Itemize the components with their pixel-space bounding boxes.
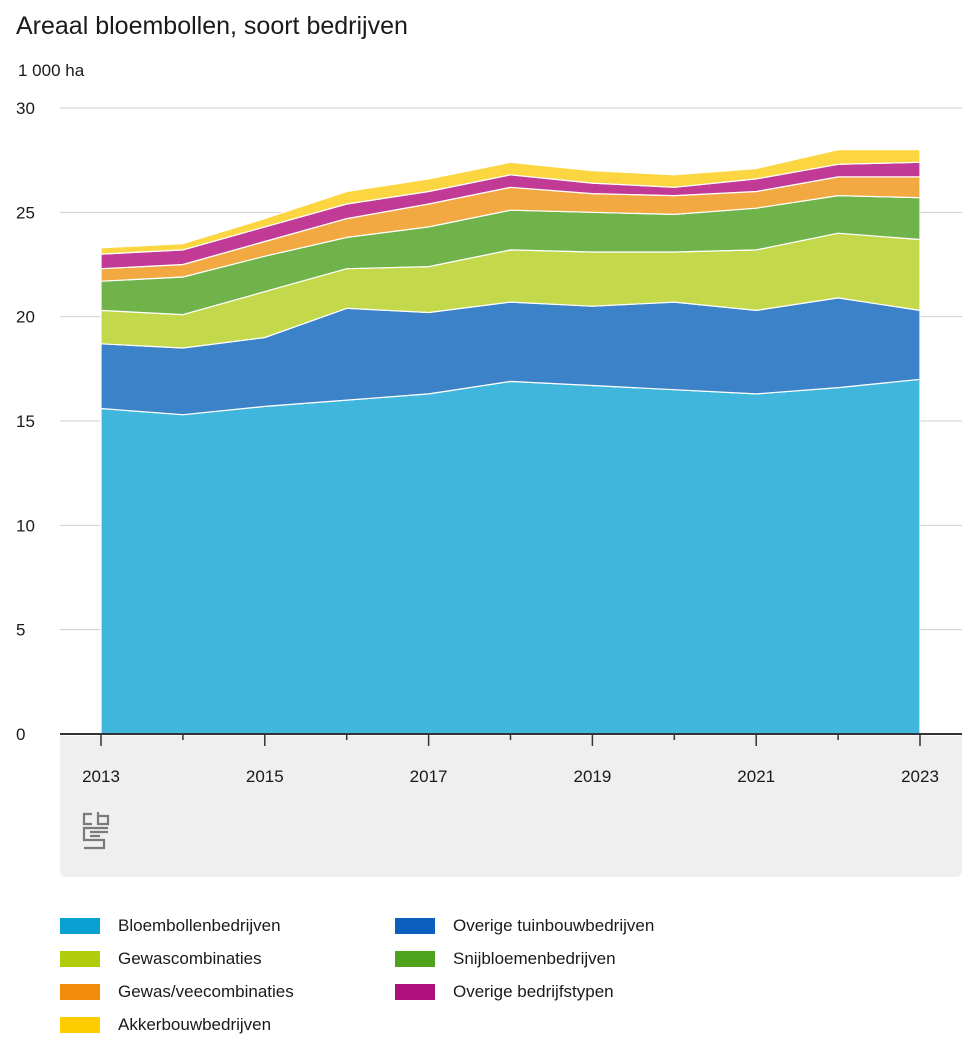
legend-label: Gewas/veecombinaties (118, 982, 294, 1001)
cbs-logo-icon (82, 812, 110, 850)
legend-swatch (60, 984, 100, 1000)
y-tick-label: 25 (16, 203, 35, 222)
y-tick-label: 30 (16, 99, 35, 118)
legend-label: Overige tuinbouwbedrijven (453, 916, 655, 935)
legend-label: Snijbloemenbedrijven (453, 949, 616, 968)
legend-label: Akkerbouwbedrijven (118, 1015, 272, 1034)
x-tick-label: 2015 (246, 767, 284, 786)
y-tick-label: 20 (16, 308, 35, 327)
legend-label: Bloembollenbedrijven (118, 916, 281, 935)
legend-label: Gewascombinaties (118, 949, 262, 968)
area-series-7 (100, 149, 921, 255)
legend-item: Snijbloemenbedrijven (395, 947, 616, 971)
x-axis-panel (60, 736, 962, 877)
x-tick-label: 2013 (82, 767, 120, 786)
x-tick-label: 2021 (737, 767, 775, 786)
legend-label: Overige bedrijfstypen (453, 982, 614, 1001)
x-tick-label: 2019 (573, 767, 611, 786)
stacked-areas (100, 149, 921, 735)
y-tick-label: 5 (16, 621, 25, 640)
chart-title: Areaal bloembollen, soort bedrijven (16, 12, 408, 40)
legend-swatch (60, 918, 100, 934)
area-chart: 0 5 10 15 20 25 30 2013 2015 2017 2019 2021 2023 (16, 99, 962, 877)
area-series-1 (100, 378, 921, 735)
legend-swatch (60, 951, 100, 967)
legend-item: Akkerbouwbedrijven (60, 1013, 271, 1037)
y-tick-label: 0 (16, 725, 25, 744)
legend-item: Gewas/veecombinaties (60, 980, 294, 1004)
x-axis-panel-top (60, 736, 962, 746)
y-axis-ticks: 0 5 10 15 20 25 30 (16, 99, 35, 744)
legend-item: Bloembollenbedrijven (60, 914, 281, 938)
legend-item: Overige tuinbouwbedrijven (395, 914, 654, 938)
x-tick-label: 2023 (901, 767, 939, 786)
y-axis-unit-label: 1 000 ha (18, 61, 85, 80)
legend-swatch (395, 984, 435, 1000)
y-tick-label: 10 (16, 516, 35, 535)
legend-item: Gewascombinaties (60, 947, 262, 971)
legend-item: Overige bedrijfstypen (395, 980, 614, 1004)
legend-swatch (395, 951, 435, 967)
y-tick-label: 15 (16, 412, 35, 431)
legend-swatch (60, 1017, 100, 1033)
legend-swatch (395, 918, 435, 934)
x-axis-ticks: 2013 2015 2017 2019 2021 2023 (82, 734, 939, 786)
x-tick-label: 2017 (410, 767, 448, 786)
